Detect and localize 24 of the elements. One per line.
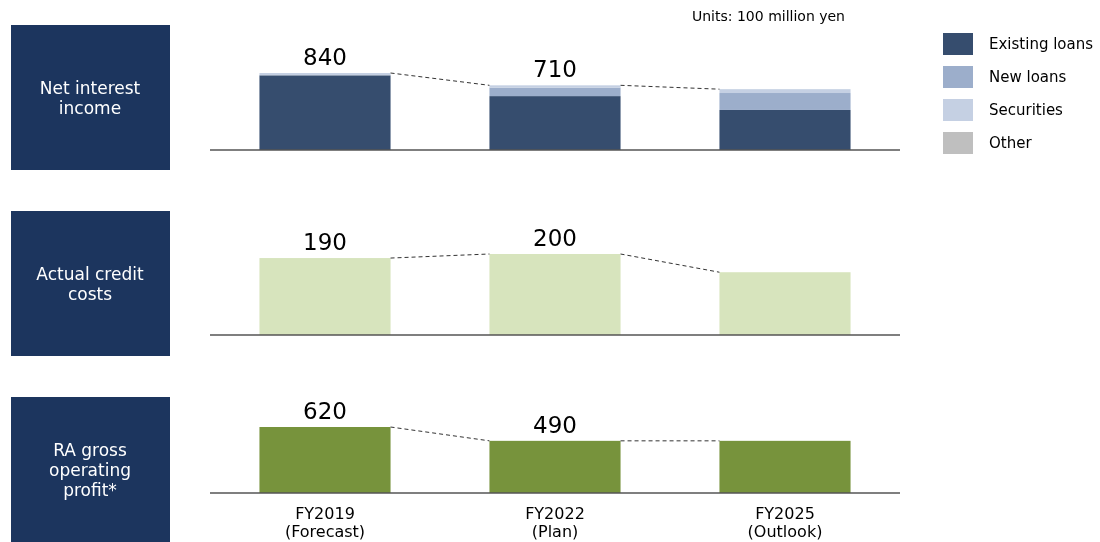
bar (719, 93, 851, 110)
text: RA gross operating profit* (48, 439, 132, 500)
bar (489, 96, 621, 150)
legend-label: New loans (989, 68, 1067, 86)
text: Actual credit costs (36, 263, 144, 304)
bar (719, 89, 851, 94)
bar (719, 109, 851, 150)
legend-label: Securities (989, 101, 1064, 119)
legend-label: Existing loans (989, 35, 1094, 53)
data-label: 200 (533, 225, 577, 251)
bar (259, 75, 391, 150)
data-label: 620 (303, 398, 347, 424)
text: Net interest income (39, 77, 141, 118)
bar (489, 85, 621, 88)
legend-label: Other (989, 134, 1033, 152)
bar (489, 87, 621, 97)
annotation: 840 (303, 44, 347, 70)
text: Units: 100 million yen (692, 8, 845, 24)
annotation: 710 (533, 56, 577, 83)
x-tick-label: FY2019 (Forecast) (284, 504, 366, 541)
x-tick-label: FY2025 (Outlook) (747, 504, 823, 541)
data-label: 490 (533, 411, 577, 438)
data-label: 190 (303, 229, 347, 256)
x-tick-label: FY2022 (Plan) (525, 504, 585, 541)
